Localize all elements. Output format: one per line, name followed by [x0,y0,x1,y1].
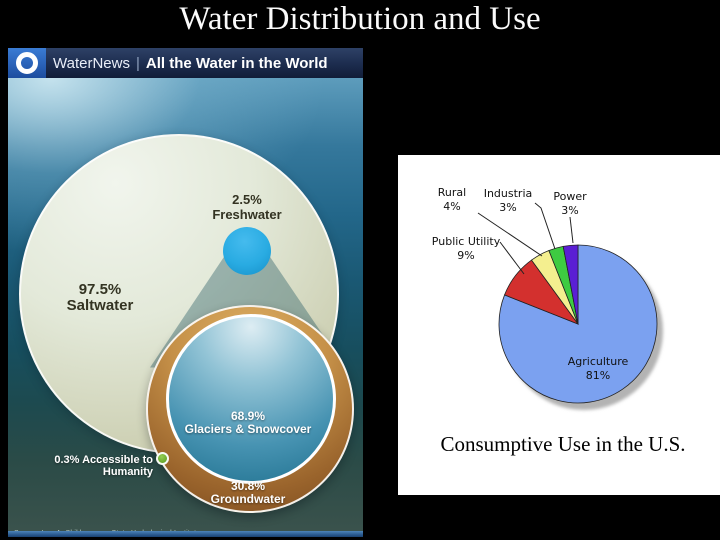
pie-chart-panel: Rural 4% Industria 3% Power 3% Public Ut… [398,155,720,495]
infographic-headline: All the Water in the World [145,54,328,72]
power-name: Power [553,190,587,203]
water-infographic: WaterNews | All the Water in the World 2.5… [8,48,363,537]
waternews-logo-icon [8,48,46,78]
page-title: Water Distribution and Use [179,1,541,37]
glaciers-name: Glaciers & Snowcover [184,422,312,436]
saltwater-label: 97.5% Saltwater [40,282,160,314]
pie-slice-power [562,244,579,325]
agriculture-pct: 81% [585,369,611,382]
freshwater-name: Freshwater [212,207,282,222]
industria-callout: Industria 3% [468,187,548,215]
public-utility-name: Public Utility [431,235,501,248]
glaciers-circle [166,314,336,484]
groundwater-pct: 30.8% [230,479,266,493]
public-utility-callout: Public Utility 9% [406,235,526,263]
glaciers-pct: 68.9% [230,409,266,423]
power-leader-line [569,216,574,244]
public-utility-leader-line [499,241,525,275]
callout-leader-lines [477,202,574,275]
pie-chart [477,202,663,410]
infographic-bottom-band [8,531,363,537]
accessible-label: 0.3% Accessible to Humanity [54,454,153,478]
rural-leader-line [477,212,543,257]
accessible-dot-icon [156,452,169,465]
rural-name: Rural [437,186,467,199]
power-callout: Power 3% [530,190,610,218]
groundwater-name: Groundwater [210,492,286,506]
glaciers-label: 68.9% Glaciers & Snowcover [148,410,348,436]
infographic-header: WaterNews | All the Water in the World [8,48,363,78]
infographic-header-text: WaterNews | All the Water in the World [53,55,328,72]
rural-pct: 4% [443,200,461,213]
source-line: Source: Igor A. Shiklomanov, State Hydro… [14,530,213,531]
freshwater-circle [223,227,271,275]
rural-callout: Rural 4% [412,186,492,214]
agriculture-callout: Agriculture 81% [538,355,658,383]
header-separator: | [135,54,140,72]
industria-name: Industria [483,187,533,200]
chart-title: Consumptive Use in the U.S. [440,432,686,456]
infographic-body: 2.5% Freshwater 97.5% Saltwater 68.9% Gl… [8,78,363,531]
source-credit: Source: Igor A. Shiklomanov, State Hydro… [14,530,213,531]
freshwater-label: 2.5% Freshwater [187,192,307,222]
power-pct: 3% [561,204,579,217]
public-utility-pct: 9% [457,249,475,262]
saltwater-pct: 97.5% [78,281,122,298]
groundwater-label: 30.8% Groundwater [148,480,348,506]
industria-leader-line [534,202,556,250]
agriculture-name: Agriculture [567,355,629,368]
industria-pct: 3% [499,201,517,214]
saltwater-name: Saltwater [66,297,134,314]
freshwater-pct: 2.5% [232,192,262,207]
brand-name: WaterNews [53,54,130,72]
